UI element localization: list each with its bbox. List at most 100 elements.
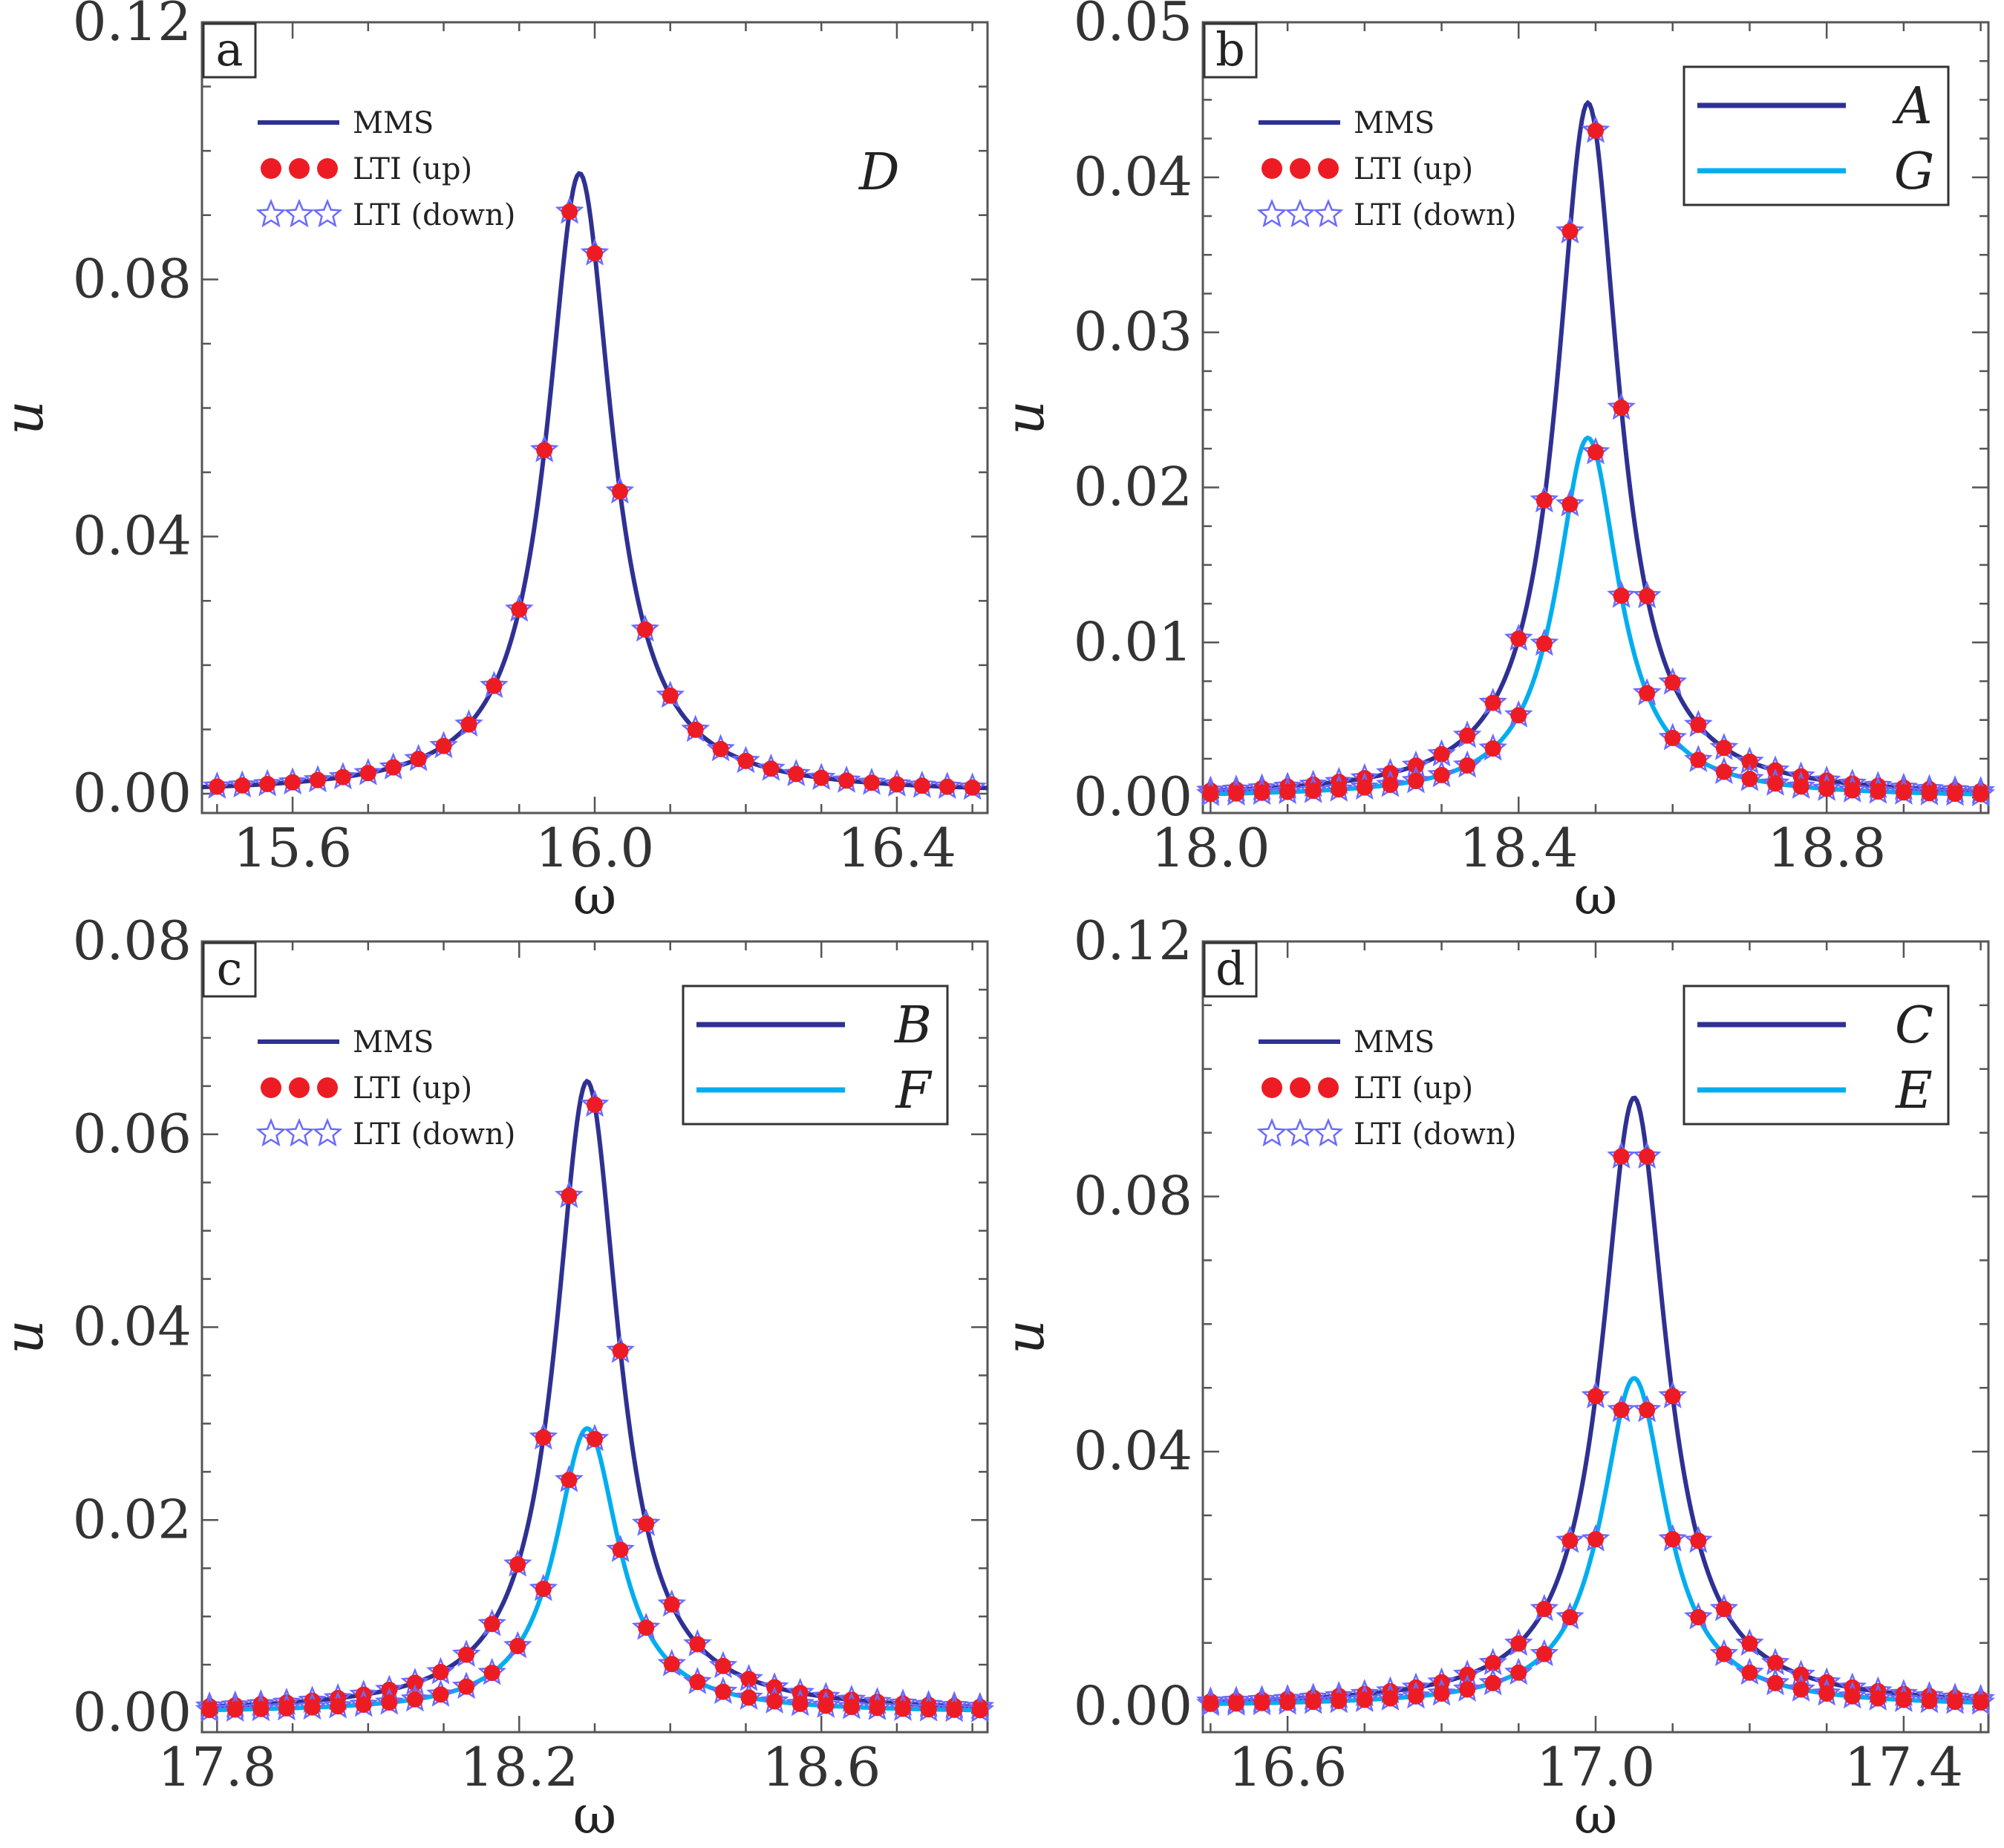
marker-dot-B bbox=[638, 1515, 655, 1532]
marker-dot-G bbox=[1690, 751, 1707, 768]
y-tick-label: 0.08 bbox=[1074, 1165, 1192, 1227]
marker-dot-C bbox=[1561, 1532, 1579, 1550]
legend-mms-label: MMS bbox=[1354, 106, 1435, 140]
marker-dot-D bbox=[460, 716, 477, 733]
curve-legend-label-G: G bbox=[1894, 143, 1934, 201]
y-tick-label: 0.08 bbox=[73, 247, 192, 310]
legend-dot-icon bbox=[1262, 158, 1282, 179]
marker-dot-G bbox=[1818, 780, 1835, 797]
marker-dot-F bbox=[201, 1702, 218, 1719]
marker-dot-A bbox=[1484, 694, 1501, 711]
legend-dot-icon bbox=[1262, 1077, 1282, 1098]
panel-label-box bbox=[1203, 22, 1258, 79]
marker-dot-E bbox=[1510, 1664, 1527, 1681]
legend-star-icon bbox=[312, 198, 343, 228]
marker-dot-G bbox=[1484, 740, 1501, 757]
curve-legend-box bbox=[682, 985, 949, 1126]
marker-dot-C bbox=[1664, 1388, 1681, 1405]
marker-dot-A bbox=[1587, 122, 1604, 139]
marker-dot-D bbox=[913, 777, 930, 794]
legend-dot-icon bbox=[1318, 158, 1339, 179]
marker-dot-D bbox=[712, 740, 729, 757]
marker-dot-G bbox=[1921, 785, 1938, 802]
marker-dot-C bbox=[1613, 1148, 1630, 1165]
series-line-B bbox=[202, 1078, 988, 1710]
marker-dot-A bbox=[1613, 399, 1630, 417]
marker-dot-D bbox=[864, 774, 881, 791]
panel-label: b bbox=[1215, 22, 1245, 76]
marker-dot-E bbox=[1484, 1674, 1501, 1691]
marker-dot-D bbox=[888, 776, 905, 793]
marker-dot-A bbox=[1407, 757, 1424, 774]
marker-dot-F bbox=[381, 1694, 398, 1711]
x-tick-label: 17.4 bbox=[1844, 1736, 1963, 1798]
y-tick-label: 0.00 bbox=[1074, 765, 1192, 828]
marker-dot-C bbox=[1535, 1601, 1553, 1618]
legend-star-icon bbox=[1285, 1117, 1316, 1147]
marker-dot-C bbox=[1767, 1654, 1784, 1671]
legend-star-icon bbox=[1285, 198, 1316, 228]
panel-label: c bbox=[217, 941, 243, 996]
marker-dot-D bbox=[536, 442, 553, 459]
marker-dot-E bbox=[1792, 1681, 1809, 1698]
marker-dot-D bbox=[511, 601, 528, 618]
y-tick-label: 0.04 bbox=[73, 505, 192, 567]
marker-dot-A bbox=[1639, 587, 1656, 604]
marker-dot-E bbox=[1227, 1695, 1244, 1712]
marker-dot-D bbox=[763, 760, 780, 777]
marker-dot-D bbox=[611, 483, 628, 500]
marker-dot-G bbox=[1407, 772, 1424, 789]
marker-dot-F bbox=[638, 1619, 655, 1636]
marker-dot-G bbox=[1227, 785, 1244, 802]
curve-legend-label-E: E bbox=[1894, 1062, 1933, 1120]
marker-dot-D bbox=[284, 774, 301, 791]
marker-dot-G bbox=[1715, 763, 1732, 780]
marker-dot-D bbox=[587, 245, 603, 262]
marker-dot-F bbox=[458, 1678, 475, 1695]
marker-dot-F bbox=[252, 1700, 270, 1717]
series-line-G bbox=[1203, 435, 1988, 797]
marker-dot-D bbox=[410, 751, 427, 768]
marker-dot-E bbox=[1921, 1692, 1938, 1709]
y-tick-label: 0.03 bbox=[1074, 301, 1192, 363]
chart-panel-c: 0.00 0.02 0.04 0.06 0.08 17.8 18.2 18.6 ω u c MMS LT… bbox=[0, 910, 995, 1846]
marker-dot-F bbox=[535, 1580, 552, 1597]
marker-dot-E bbox=[1972, 1694, 1989, 1711]
curve-legend-box bbox=[1682, 985, 1950, 1126]
marker-dot-F bbox=[792, 1695, 809, 1712]
marker-dot-A bbox=[1741, 753, 1758, 770]
marker-dot-B bbox=[406, 1674, 423, 1691]
marker-dot-G bbox=[1895, 784, 1912, 801]
marker-dot-G bbox=[1356, 779, 1373, 796]
marker-dot-G bbox=[1613, 587, 1630, 604]
legend-star-icon bbox=[1313, 1117, 1344, 1147]
legend-dot-icon bbox=[1290, 158, 1311, 179]
marker-dot-F bbox=[355, 1696, 372, 1713]
marker-dot-F bbox=[689, 1674, 706, 1691]
marker-dot-D bbox=[259, 776, 276, 793]
plot-frame bbox=[200, 21, 989, 814]
marker-dot-E bbox=[1561, 1609, 1579, 1626]
marker-dot-G bbox=[1587, 444, 1604, 461]
marker-dot-G bbox=[1331, 781, 1348, 798]
marker-dot-F bbox=[971, 1702, 988, 1719]
marker-dot-F bbox=[766, 1693, 783, 1710]
legend-dot-icon bbox=[289, 1077, 310, 1098]
marker-dot-E bbox=[1407, 1688, 1424, 1705]
marker-dot-E bbox=[1382, 1690, 1399, 1707]
marker-dot-D bbox=[385, 759, 402, 776]
marker-dot-B bbox=[432, 1664, 449, 1681]
marker-dot-G bbox=[1510, 707, 1527, 724]
y-axis-title: u bbox=[0, 1319, 55, 1354]
marker-dot-G bbox=[1382, 777, 1399, 794]
marker-dot-B bbox=[740, 1671, 757, 1688]
panel-label: a bbox=[216, 22, 244, 76]
panel-label-box bbox=[202, 22, 257, 79]
marker-dot-E bbox=[1870, 1690, 1887, 1707]
x-tick-label: 18.4 bbox=[1459, 817, 1578, 879]
y-tick-label: 0.04 bbox=[73, 1296, 192, 1358]
marker-dot-E bbox=[1459, 1681, 1476, 1698]
y-axis-title: u bbox=[993, 400, 1056, 434]
marker-dot-F bbox=[509, 1637, 526, 1654]
y-tick-label: 0.01 bbox=[1074, 610, 1192, 673]
